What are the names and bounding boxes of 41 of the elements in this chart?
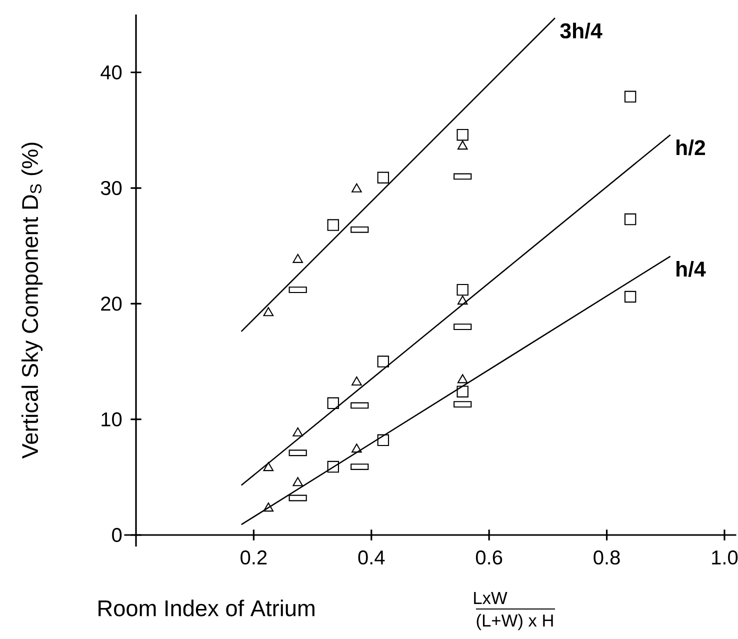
point [456, 128, 468, 141]
point [352, 444, 362, 453]
point [263, 462, 274, 472]
point [352, 376, 362, 386]
point [457, 140, 468, 150]
point [456, 386, 468, 398]
point [327, 219, 340, 231]
point [327, 460, 340, 473]
y-tick-label: 0 [112, 528, 122, 542]
y-tick-label: 40 [100, 65, 122, 80]
point [292, 477, 303, 486]
y-tick-label: 10 [102, 412, 122, 426]
point [292, 254, 303, 263]
point [352, 183, 362, 192]
point [624, 213, 636, 226]
point [624, 290, 636, 303]
point [292, 427, 303, 436]
point [457, 296, 468, 305]
point [624, 90, 636, 103]
point [456, 284, 468, 296]
point [263, 307, 274, 316]
point [377, 434, 390, 446]
x-tick-label: 0.8 [594, 550, 620, 565]
point [377, 172, 390, 184]
series-label: h/4 [676, 260, 706, 277]
point [327, 397, 340, 410]
x-tick-label: 0.2 [240, 550, 267, 565]
point [263, 502, 274, 512]
series-label: h/2 [676, 140, 706, 156]
text: (L+W) x H [476, 614, 553, 630]
x-tick-label: 1.0 [712, 550, 738, 565]
y-axis-title: Vertical Sky Component D$_{S}$ (%) [21, 142, 43, 459]
text: LxW [474, 592, 508, 604]
x-tick-label: 0.6 [476, 550, 502, 565]
point [457, 374, 468, 384]
x-tick-label: 0.4 [358, 550, 385, 565]
x-axis-title: Room Index of Atrium [98, 600, 314, 616]
series-label: 3h/4 [560, 22, 602, 39]
y-tick-label: 20 [101, 296, 122, 311]
point [377, 356, 390, 368]
y-tick-label: 30 [100, 180, 122, 196]
